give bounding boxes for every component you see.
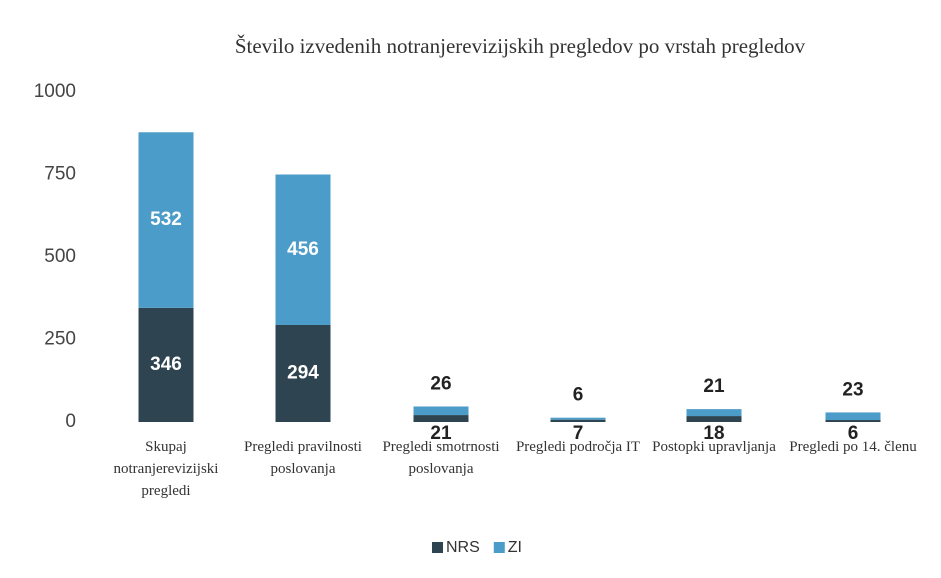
bar-segment (413, 415, 469, 422)
data-label: 7 (573, 423, 584, 444)
legend-swatch (432, 542, 443, 553)
bar-segment (275, 174, 331, 325)
y-tick-label: 750 (44, 164, 76, 185)
x-tick-label: Skupaj notranjerevizijski pregledi (113, 439, 219, 499)
bar-segment (550, 419, 606, 422)
bar-segment (686, 409, 742, 417)
y-tick-label: 250 (44, 329, 76, 350)
bar-segment (825, 412, 881, 421)
bar-segment (138, 307, 194, 422)
x-tick-label: Pregledi pravilnosti poslovanja (244, 439, 362, 477)
x-tick-label: Pregledi področja IT (515, 439, 641, 455)
bar-segment (413, 406, 469, 416)
y-tick-label: 500 (44, 246, 76, 267)
x-tick-label: Pregledi smotrnosti poslovanja (382, 439, 500, 477)
bar-segment (138, 132, 194, 308)
bar-segment (550, 417, 606, 420)
data-label: 456 (287, 239, 319, 260)
data-label: 294 (287, 363, 319, 384)
bar-segment (825, 420, 881, 422)
legend-swatch (493, 542, 505, 553)
data-label: 532 (150, 209, 182, 230)
chart-title: Število izvedenih notranjerevizijskih pr… (235, 34, 806, 58)
x-tick-label: Pregledi po 14. členu (789, 439, 917, 455)
data-label: 6 (848, 423, 859, 444)
data-label: 18 (703, 423, 724, 444)
data-label: 21 (703, 376, 725, 397)
data-label: 23 (842, 379, 863, 400)
data-label: 346 (150, 354, 182, 375)
data-label: 26 (430, 374, 451, 395)
legend-label: NRS (446, 539, 480, 556)
legend-label: ZI (508, 539, 522, 556)
x-tick-label: Postopki upravljanja (652, 439, 776, 455)
data-label: 6 (573, 385, 584, 406)
data-label: 21 (430, 423, 452, 444)
bar-segment (686, 416, 742, 422)
y-tick-label: 1000 (34, 81, 76, 102)
bar-segment (275, 324, 331, 422)
y-tick-label: 0 (65, 411, 76, 432)
